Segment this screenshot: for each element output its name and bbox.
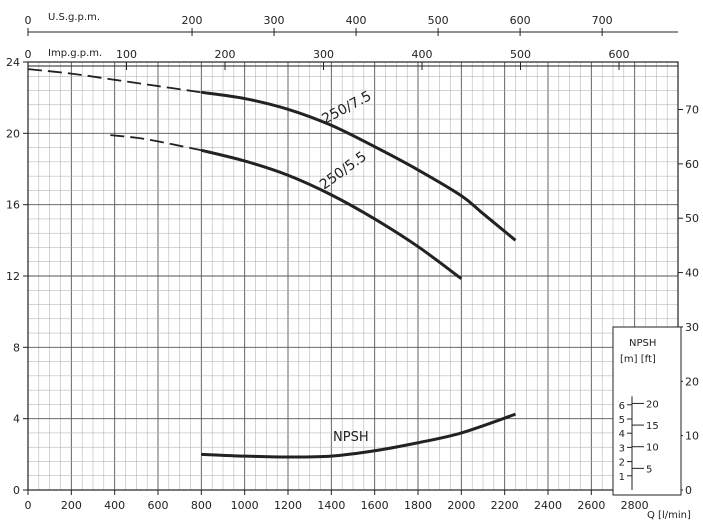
- y2-tick-label: 40: [685, 267, 699, 280]
- npsh-inset-m-label: 2: [619, 458, 625, 469]
- npsh-inset-ft-label: 10: [646, 443, 659, 454]
- imp-gpm-tick-label: 0: [25, 48, 32, 61]
- us-gpm-tick-label: 400: [346, 14, 367, 27]
- y2-tick-label: 50: [685, 212, 699, 225]
- series-250-5-5-solid: [200, 148, 463, 280]
- x-tick-label: 800: [191, 499, 212, 512]
- imp-gpm-tick-label: 600: [608, 48, 629, 61]
- axes: 0 200 400 600 800 1000 1200 1400 1600 1800 2000 220…: [6, 14, 699, 512]
- series-label-250-7-5: 250/7.5: [319, 88, 374, 127]
- series-250-7-5-dashed: [27, 68, 202, 94]
- series-npsh-solid: [201, 412, 516, 459]
- npsh-inset-m-label: 5: [619, 415, 625, 426]
- npsh-inset-title: NPSH: [629, 338, 656, 349]
- x-tick-label: 400: [104, 499, 125, 512]
- x-tick-label: 2600: [577, 499, 605, 512]
- x-tick-label: 600: [148, 499, 169, 512]
- x-tick-label: 1200: [274, 499, 302, 512]
- us-gpm-tick-label: 500: [428, 14, 449, 27]
- npsh-inset-units: [m] [ft]: [620, 354, 656, 365]
- x-axis-label: Q [l/min]: [647, 510, 691, 521]
- x-tick-label: 1600: [361, 499, 389, 512]
- x-tick-label: 0: [25, 499, 32, 512]
- x-tick-label: 1800: [404, 499, 432, 512]
- npsh-inset-ft-label: 15: [646, 421, 659, 432]
- us-gpm-tick-label: 200: [182, 14, 203, 27]
- imp-gpm-tick-label: 100: [116, 48, 137, 61]
- x-tick-label: 1000: [231, 499, 259, 512]
- us-gpm-tick-label: 700: [592, 14, 613, 27]
- x-tick-label: 2400: [534, 499, 562, 512]
- y2-tick-label: 10: [685, 430, 699, 443]
- y-tick-label: 4: [13, 413, 20, 426]
- us-gpm-tick-label: 0: [25, 14, 32, 27]
- us-gpm-tick-label: 300: [264, 14, 285, 27]
- x-tick-label: 2200: [491, 499, 519, 512]
- series-250-7-5-solid: [201, 90, 517, 242]
- y2-tick-label: 30: [685, 321, 699, 334]
- y-tick-label: 24: [6, 56, 20, 69]
- x-tick-label: 200: [61, 499, 82, 512]
- imp-gpm-tick-label: 200: [214, 48, 235, 61]
- series-layer: [27, 68, 517, 459]
- npsh-inset-ft-label: 5: [646, 464, 652, 475]
- y-tick-label: 8: [13, 341, 20, 354]
- npsh-inset-m-label: 1: [619, 472, 625, 483]
- npsh-inset-m-label: 4: [619, 429, 625, 440]
- npsh-inset-box: [612, 326, 682, 496]
- x-tick-label: 2800: [621, 499, 649, 512]
- grid: [27, 61, 679, 491]
- npsh-inset: NPSH [m] [ft] 1 2 3 4 5 6 5 10 15 20: [612, 326, 682, 496]
- npsh-inset-ft-label: 20: [646, 399, 659, 410]
- imp-gpm-tick-label: 300: [313, 48, 334, 61]
- series-label-npsh: NPSH: [333, 430, 369, 445]
- series-label-250-5-5: 250/5.5: [317, 149, 370, 194]
- imp-gpm-tick-label: 400: [411, 48, 432, 61]
- imp-gpm-label: Imp.g.p.m.: [48, 48, 102, 59]
- npsh-inset-m-label: 6: [619, 401, 625, 412]
- y-tick-label: 20: [6, 127, 20, 140]
- series-250-5-5-dashed: [110, 134, 202, 152]
- y2-tick-label: 0: [685, 484, 692, 497]
- y-tick-label: 16: [6, 199, 20, 212]
- x-tick-label: 2000: [447, 499, 475, 512]
- x-tick-label: 1400: [317, 499, 345, 512]
- us-gpm-tick-label: 600: [510, 14, 531, 27]
- npsh-inset-scale: 1 2 3 4 5 6 5 10 15 20: [619, 396, 659, 490]
- y-tick-label: 12: [6, 270, 20, 283]
- y2-tick-label: 70: [685, 104, 699, 117]
- y2-tick-label: 20: [685, 375, 699, 388]
- y-tick-label: 0: [13, 484, 20, 497]
- imp-gpm-tick-label: 500: [510, 48, 531, 61]
- us-gpm-label: U.S.g.p.m.: [48, 12, 100, 23]
- y2-tick-label: 60: [685, 158, 699, 171]
- npsh-inset-m-label: 3: [619, 443, 625, 454]
